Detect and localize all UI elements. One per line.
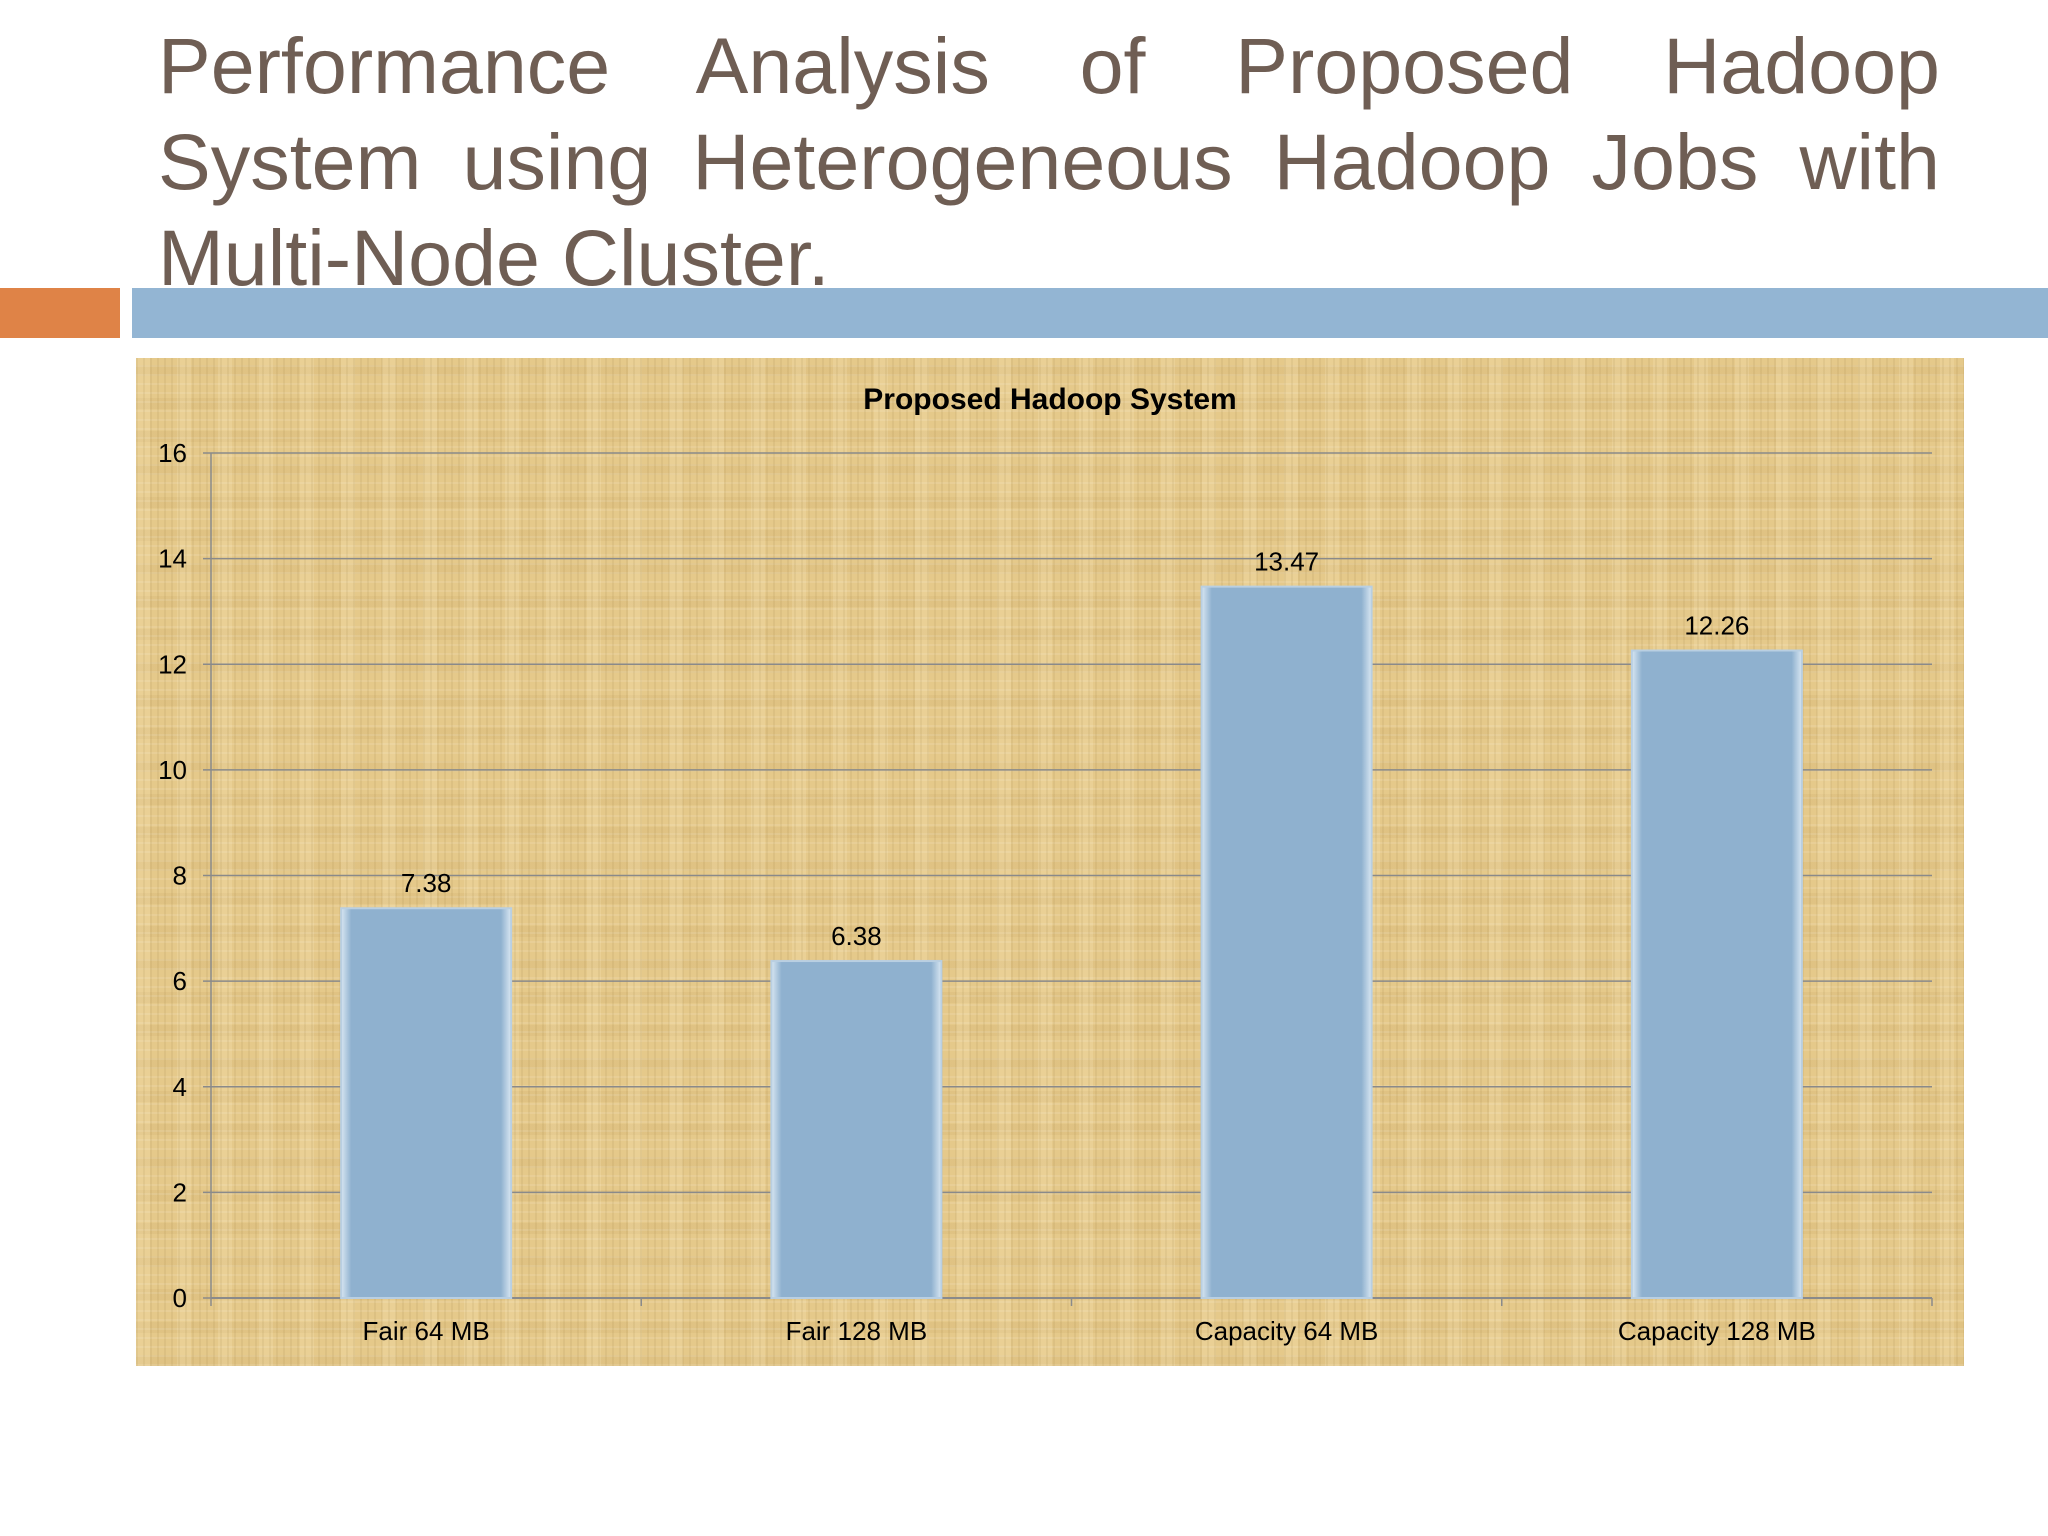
chart-panel: Proposed Hadoop System 0 2 4 6 8 10 12 14 16 7.38…: [136, 358, 1964, 1366]
y-tick-label: 6: [173, 966, 187, 996]
x-category-label: Capacity 128 MB: [1618, 1316, 1816, 1346]
y-tick-label: 0: [173, 1283, 187, 1313]
chart-title: Proposed Hadoop System: [863, 383, 1236, 416]
title-accent-orange-bar: [0, 288, 120, 338]
y-tick-label: 14: [158, 544, 187, 574]
x-category-label: Capacity 64 MB: [1195, 1316, 1379, 1346]
data-label: 7.38: [401, 868, 452, 898]
data-label: 6.38: [831, 921, 882, 951]
y-tick-label: 10: [158, 755, 187, 785]
data-label: 12.26: [1684, 611, 1749, 641]
y-tick-label: 8: [173, 861, 187, 891]
y-tick-label: 4: [173, 1072, 187, 1102]
slide-title: Performance Analysis of Proposed Hadoop …: [158, 21, 1940, 302]
title-accent-blue-bar: [132, 288, 2048, 338]
bar: [770, 960, 943, 1300]
x-category-label: Fair 64 MB: [363, 1316, 490, 1346]
bar-chart: Proposed Hadoop System 0 2 4 6 8 10 12 14 16 7.38…: [158, 383, 1933, 1346]
bar: [340, 907, 513, 1300]
y-tick-label: 2: [173, 1177, 187, 1207]
y-tick-label: 12: [158, 649, 187, 679]
y-tick-label: 16: [158, 438, 187, 468]
bar: [1630, 649, 1803, 1299]
bar: [1200, 585, 1373, 1300]
x-category-label: Fair 128 MB: [786, 1316, 928, 1346]
data-label: 13.47: [1254, 547, 1319, 577]
